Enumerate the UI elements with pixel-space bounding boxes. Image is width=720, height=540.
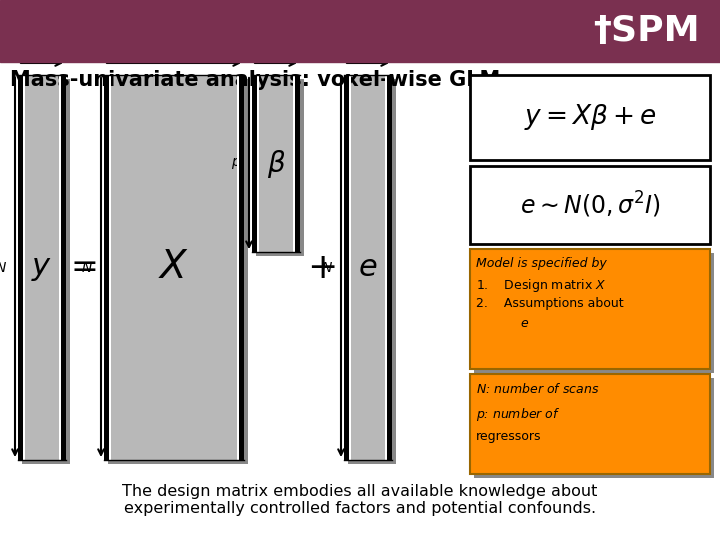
Text: 1: 1 (364, 39, 372, 53)
Bar (295, 75, 300, 252)
Text: $\mathit{e}$: $\mathit{e}$ (520, 317, 529, 330)
Text: $\mathit{N}$: number of scans: $\mathit{N}$: number of scans (476, 382, 600, 396)
Bar (348, 79, 396, 464)
Bar (256, 79, 304, 256)
Text: Model is specified by: Model is specified by (476, 257, 607, 270)
Bar (344, 75, 349, 460)
Bar (470, 249, 710, 369)
Bar (387, 75, 392, 460)
Text: $p$: $p$ (169, 38, 179, 53)
Bar (104, 75, 244, 460)
Bar (385, 75, 387, 460)
Bar (252, 75, 257, 252)
Text: $\beta$: $\beta$ (266, 147, 285, 179)
Bar (474, 378, 714, 478)
Bar (104, 75, 109, 460)
Bar (18, 75, 23, 460)
Bar (0, 0, 720, 62)
Text: 1: 1 (37, 39, 46, 53)
Bar (18, 75, 66, 460)
Bar (22, 79, 70, 464)
Bar (61, 75, 66, 460)
Text: $X$: $X$ (158, 249, 189, 286)
Text: $y$: $y$ (32, 252, 53, 283)
Bar (344, 75, 392, 460)
Text: 2.    Assumptions about: 2. Assumptions about (476, 297, 624, 310)
Bar (474, 253, 714, 373)
Bar (349, 75, 351, 460)
Text: $N$: $N$ (81, 260, 93, 274)
Bar (257, 75, 259, 252)
Text: $y = X\beta + e$: $y = X\beta + e$ (523, 103, 657, 132)
Bar (293, 75, 295, 252)
Text: $e \sim N(0,\sigma^2 I)$: $e \sim N(0,\sigma^2 I)$ (520, 190, 660, 220)
Text: regressors: regressors (476, 430, 541, 443)
Text: †SPM: †SPM (593, 14, 700, 48)
Text: $\mathit{p}$: number of: $\mathit{p}$: number of (476, 406, 561, 423)
Text: 1.    Design matrix $\mathit{X}$: 1. Design matrix $\mathit{X}$ (476, 277, 606, 294)
Text: $e$: $e$ (359, 252, 378, 283)
Text: $N$: $N$ (321, 260, 333, 274)
Bar (252, 75, 300, 252)
Bar (237, 75, 239, 460)
Text: $p$: $p$ (231, 156, 241, 171)
Bar (470, 75, 710, 160)
Bar (23, 75, 25, 460)
Bar (59, 75, 61, 460)
Text: =: = (70, 251, 98, 284)
Text: 1: 1 (271, 39, 280, 53)
Text: +: + (307, 251, 337, 285)
Text: $N$: $N$ (0, 260, 7, 274)
Bar (239, 75, 244, 460)
Bar (108, 79, 248, 464)
Text: Mass-univariate analysis: voxel-wise GLM: Mass-univariate analysis: voxel-wise GLM (10, 70, 500, 90)
Bar (109, 75, 111, 460)
Bar (470, 166, 710, 244)
Bar (470, 374, 710, 474)
Text: The design matrix embodies all available knowledge about
experimentally controll: The design matrix embodies all available… (122, 484, 598, 516)
